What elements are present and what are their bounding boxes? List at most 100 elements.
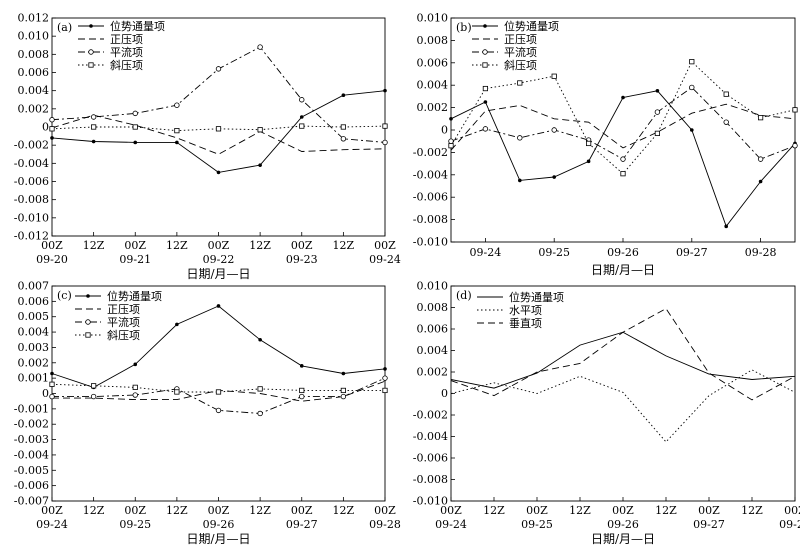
x-tick-label: 12Z xyxy=(83,504,105,517)
x-tick-label: 00Z xyxy=(124,239,146,252)
x-axis-label: 日期/月—日 xyxy=(186,267,250,281)
panel-1: 0.012 0.010 0.008 0.006 0.004 0.002 0 -0.002 -0.… xyxy=(14,12,401,282)
series-3 xyxy=(450,308,796,401)
x-tick-label: 00Z xyxy=(526,504,548,517)
data-point xyxy=(299,123,305,129)
legend-label: 斜压项 xyxy=(107,329,140,342)
legend-item: 平流项 xyxy=(75,315,140,329)
y-tick-label: -0.002 xyxy=(14,418,49,431)
data-point xyxy=(382,387,388,394)
y-tick-label: -0.006 xyxy=(14,479,49,492)
y-tick-label: -0.002 xyxy=(413,146,448,159)
x-tick-label: 12Z xyxy=(249,239,271,252)
y-tick-label: -0.010 xyxy=(413,236,448,249)
legend-item: 位势通量项 xyxy=(78,19,165,33)
legend-label: 位势通量项 xyxy=(504,19,559,33)
data-point xyxy=(655,89,660,93)
y-tick-label: 0.006 xyxy=(18,295,50,308)
data-point xyxy=(257,386,263,392)
x-tick-label: 09-24 xyxy=(435,518,467,531)
y-tick-label: 0.008 xyxy=(417,301,449,314)
panel-label: (b) xyxy=(456,21,472,34)
data-point xyxy=(88,49,94,55)
y-tick-label: -0.006 xyxy=(413,191,448,204)
legend-label: 斜压项 xyxy=(504,59,537,72)
y-tick-label: 0.008 xyxy=(18,48,50,61)
data-point xyxy=(792,107,798,113)
data-point xyxy=(518,178,522,183)
data-point xyxy=(621,95,625,100)
data-point xyxy=(482,49,488,55)
x-tick-label: 12Z xyxy=(483,504,505,517)
panel-3: 0.007 0.006 0.005 0.004 0.003 0.002 0.001 0 -0.0… xyxy=(14,280,401,547)
series-line xyxy=(51,305,386,388)
data-point xyxy=(551,127,557,133)
y-tick-label: -0.010 xyxy=(413,495,448,508)
data-point xyxy=(690,128,694,132)
legend-item: 正压项 xyxy=(78,33,143,46)
series-2 xyxy=(51,114,386,155)
y-tick-label: 0 xyxy=(441,387,448,400)
data-point xyxy=(792,142,798,149)
data-point xyxy=(483,100,488,104)
series-2 xyxy=(450,103,796,151)
x-tick-label: 12Z xyxy=(249,504,271,517)
data-point xyxy=(91,124,97,130)
x-tick-label: 09-24 xyxy=(369,253,401,266)
panel-label: (c) xyxy=(57,289,72,302)
data-point xyxy=(215,66,222,72)
y-tick-label: 0 xyxy=(441,124,448,137)
legend-item: 平流项 xyxy=(472,45,537,59)
data-point xyxy=(86,294,90,298)
data-point xyxy=(483,24,487,28)
y-tick-label: 0.006 xyxy=(417,323,449,336)
data-point xyxy=(723,91,729,97)
legend-item: 斜压项 xyxy=(75,329,140,342)
series-1 xyxy=(450,331,796,389)
x-tick-label: 00Z xyxy=(291,239,313,252)
data-point xyxy=(50,371,54,376)
data-point xyxy=(341,93,346,98)
legend-label: 位势通量项 xyxy=(110,19,165,33)
legend-label: 正压项 xyxy=(110,33,143,46)
y-tick-label: 0.004 xyxy=(417,344,449,357)
data-point xyxy=(132,384,138,390)
legend-label: 斜压项 xyxy=(110,59,143,72)
data-point xyxy=(552,175,556,179)
data-point xyxy=(49,117,55,123)
data-point xyxy=(382,375,388,381)
legend-item: 平流项 xyxy=(78,45,143,59)
x-tick-label: 09-24 xyxy=(36,518,68,531)
data-point xyxy=(85,319,91,325)
data-point xyxy=(299,115,304,119)
y-tick-label: 0.004 xyxy=(18,326,50,339)
series-4 xyxy=(49,123,388,134)
legend-item: 斜压项 xyxy=(78,59,143,72)
x-tick-label: 09-25 xyxy=(538,246,570,259)
y-tick-label: -0.008 xyxy=(413,213,448,226)
data-point xyxy=(299,97,305,103)
x-tick-label: 09-27 xyxy=(693,518,725,531)
legend-label: 平流项 xyxy=(110,45,143,59)
y-tick-label: 0.002 xyxy=(18,356,50,369)
series-1 xyxy=(50,88,387,175)
y-tick-label: -0.004 xyxy=(413,430,448,443)
series-3 xyxy=(49,375,388,417)
series-2 xyxy=(450,369,796,443)
y-tick-label: -0.005 xyxy=(14,464,49,477)
x-tick-label: 00Z xyxy=(784,504,800,517)
legend-item: 正压项 xyxy=(472,33,537,46)
data-point xyxy=(132,124,138,130)
data-point xyxy=(257,44,263,50)
y-tick-label: -0.008 xyxy=(14,193,49,206)
y-tick-label: -0.010 xyxy=(14,211,49,224)
data-point xyxy=(340,136,347,142)
series-line xyxy=(450,103,796,151)
data-point xyxy=(382,139,388,146)
y-tick-label: -0.004 xyxy=(14,157,49,170)
legend-label: 正压项 xyxy=(107,303,140,316)
x-tick-label: 00Z xyxy=(208,504,230,517)
series-3 xyxy=(448,84,798,162)
data-point xyxy=(586,159,591,164)
